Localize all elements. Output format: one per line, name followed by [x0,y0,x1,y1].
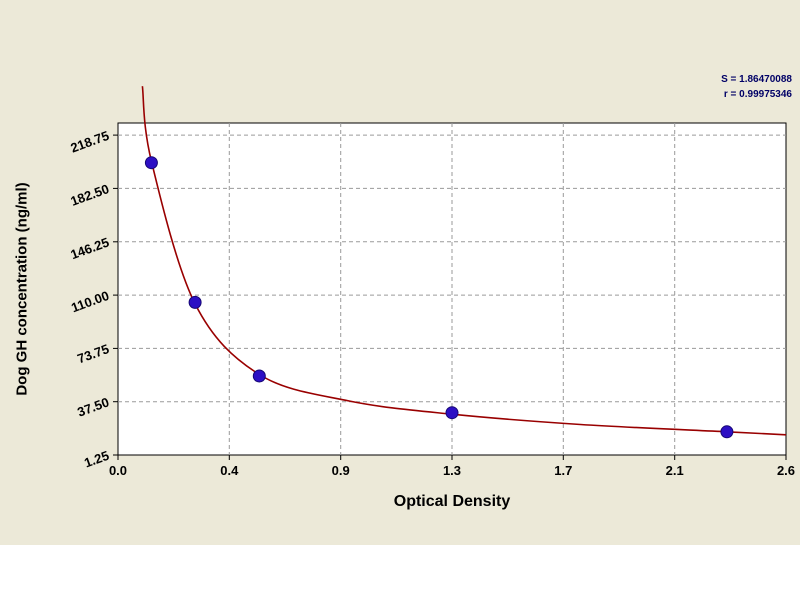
elisa-standard-curve-panel: S = 1.86470088 r = 0.99975346 Dog GH con… [0,0,800,545]
y-tick-label: 73.75 [75,341,111,366]
x-tick-label: 0.0 [109,463,127,478]
data-point [720,425,734,439]
x-tick-label: 2.6 [777,463,795,478]
y-tick-label: 37.50 [75,394,111,419]
x-tick-label: 2.1 [666,463,684,478]
y-tick-label: 1.25 [82,448,111,471]
fit-s-value: S = 1.86470088 [721,74,792,85]
x-axis-title: Optical Density [393,493,511,510]
data-point [445,406,459,420]
x-tick-label: 0.4 [220,463,239,478]
x-tick-label: 0.9 [332,463,350,478]
data-point [144,156,158,170]
fit-r-value: r = 0.99975346 [723,89,792,100]
y-tick-label: 110.00 [69,288,111,315]
y-tick-label: 218.75 [69,128,111,156]
fitted-curve [141,86,787,436]
data-point [188,295,202,309]
fit-statistics: S = 1.86470088 r = 0.99975346 [721,72,792,102]
x-tick-label: 1.3 [443,463,461,478]
y-tick-label: 146.25 [69,235,111,263]
data-point [252,369,266,383]
y-tick-label: 182.50 [69,181,111,209]
x-tick-label: 1.7 [554,463,572,478]
